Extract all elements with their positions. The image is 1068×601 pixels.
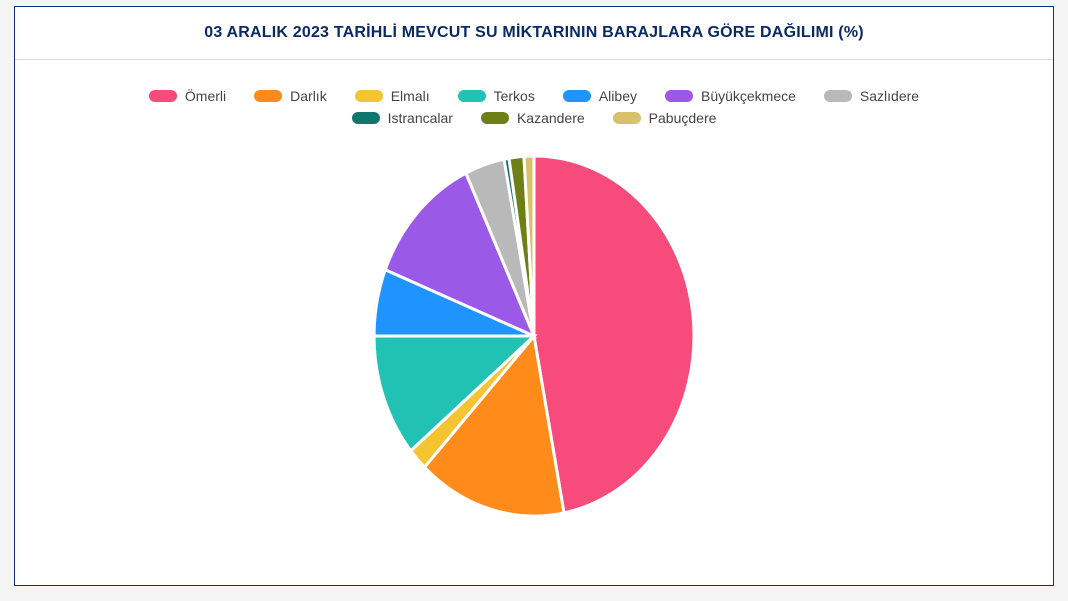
- legend-swatch: [613, 112, 641, 124]
- legend-item[interactable]: Pabuçdere: [613, 110, 717, 126]
- legend-item[interactable]: Darlık: [254, 88, 327, 104]
- legend-label: Istrancalar: [388, 110, 453, 126]
- chart-title: 03 ARALIK 2023 TARİHLİ MEVCUT SU MİKTARI…: [204, 24, 864, 42]
- legend-label: Pabuçdere: [649, 110, 717, 126]
- legend-swatch: [824, 90, 852, 102]
- legend-item[interactable]: Kazandere: [481, 110, 585, 126]
- legend-label: Terkos: [494, 88, 535, 104]
- legend-label: Alibey: [599, 88, 637, 104]
- legend-swatch: [481, 112, 509, 124]
- pie-slice[interactable]: [534, 156, 694, 513]
- legend-item[interactable]: Büyükçekmece: [665, 88, 796, 104]
- legend-swatch: [352, 112, 380, 124]
- chart-card: 03 ARALIK 2023 TARİHLİ MEVCUT SU MİKTARI…: [14, 6, 1054, 586]
- legend-swatch: [355, 90, 383, 102]
- legend-item[interactable]: Ömerli: [149, 88, 226, 104]
- legend-label: Sazlıdere: [860, 88, 919, 104]
- chart-area: [15, 136, 1053, 536]
- legend-item[interactable]: Sazlıdere: [824, 88, 919, 104]
- legend-item[interactable]: Elmalı: [355, 88, 430, 104]
- legend-label: Büyükçekmece: [701, 88, 796, 104]
- legend-item[interactable]: Istrancalar: [352, 110, 453, 126]
- legend-label: Darlık: [290, 88, 327, 104]
- card-header: 03 ARALIK 2023 TARİHLİ MEVCUT SU MİKTARI…: [15, 7, 1053, 60]
- legend-item[interactable]: Alibey: [563, 88, 637, 104]
- legend-swatch: [254, 90, 282, 102]
- chart-legend: Ömerli Darlık Elmalı Terkos Alibey Büyükçekme…: [15, 88, 1053, 126]
- legend-swatch: [563, 90, 591, 102]
- legend-label: Ömerli: [185, 88, 226, 104]
- legend-swatch: [665, 90, 693, 102]
- legend-swatch: [149, 90, 177, 102]
- legend-label: Elmalı: [391, 88, 430, 104]
- legend-item[interactable]: Terkos: [458, 88, 535, 104]
- legend-swatch: [458, 90, 486, 102]
- legend-label: Kazandere: [517, 110, 585, 126]
- pie-chart: [324, 136, 744, 536]
